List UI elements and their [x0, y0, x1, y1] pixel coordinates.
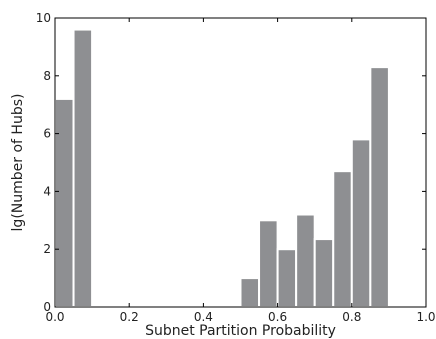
- bar-10: [239, 277, 261, 309]
- bars-group: [54, 28, 390, 309]
- y-axis-title: lg(Number of Hubs): [10, 94, 26, 232]
- y-tick-label: 8: [43, 69, 51, 83]
- bar-0: [54, 97, 75, 308]
- bar-15: [332, 170, 353, 308]
- x-tick-label: 0.2: [120, 310, 139, 324]
- y-tick-label: 4: [43, 184, 51, 198]
- x-tick-label: 0.6: [268, 310, 287, 324]
- x-axis-ticks: 0.0 0.2 0.4 0.6 0.8 1.0: [45, 18, 436, 324]
- y-tick-label: 2: [43, 242, 51, 256]
- y-tick-label: 10: [36, 11, 51, 25]
- x-axis-title: Subnet Partition Probability: [145, 323, 336, 339]
- x-tick-label: 0.4: [194, 310, 213, 324]
- bar-13: [295, 213, 316, 309]
- y-axis-ticks: 0 2 4 6 8 10: [36, 11, 426, 314]
- bar-14: [313, 238, 335, 309]
- bar-12: [276, 248, 298, 308]
- bar-16: [350, 138, 372, 308]
- y-tick-label: 6: [43, 127, 51, 141]
- x-tick-label: 0.0: [45, 310, 64, 324]
- y-tick-label: 0: [43, 300, 51, 314]
- plot-frame: [54, 17, 427, 308]
- bar-17: [369, 66, 390, 308]
- x-tick-label: 0.8: [342, 310, 361, 324]
- bar-11: [258, 219, 279, 308]
- x-tick-label: 1.0: [416, 310, 435, 324]
- bar-1: [72, 28, 94, 309]
